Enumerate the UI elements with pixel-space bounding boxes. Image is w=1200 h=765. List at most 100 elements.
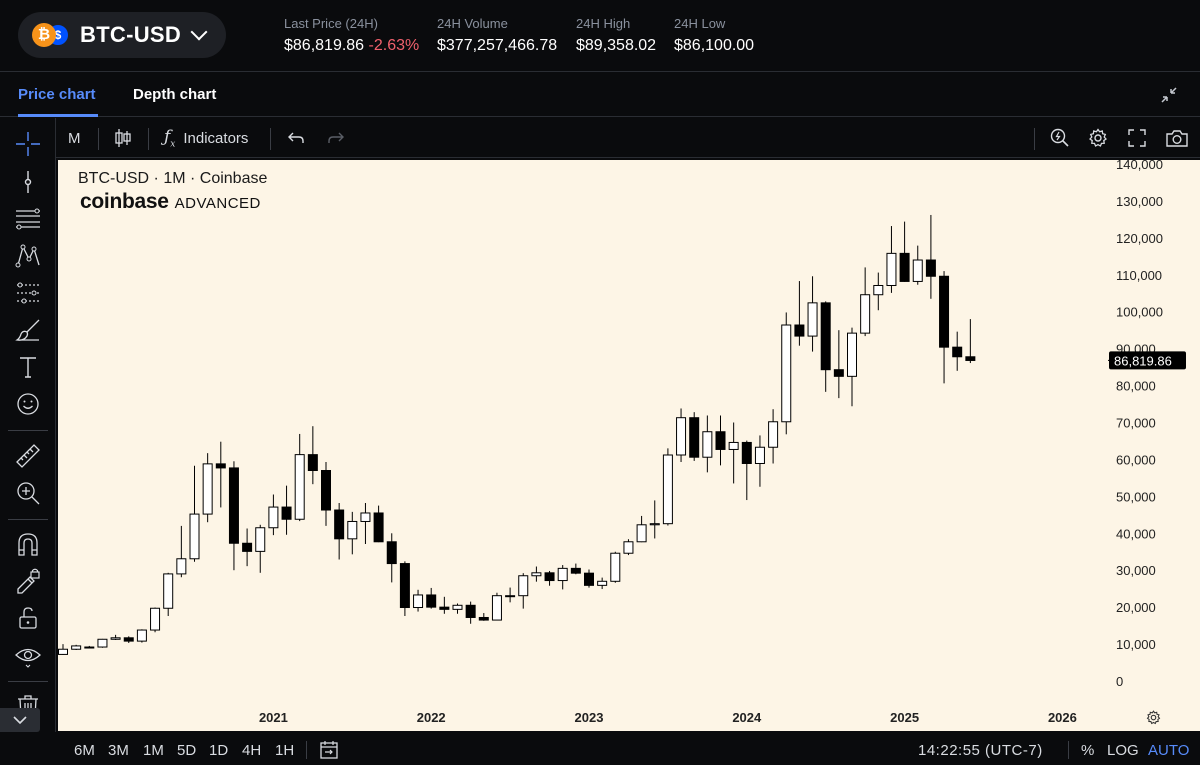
timeframe-3m[interactable]: 3M	[108, 742, 129, 759]
candle[interactable]	[886, 226, 897, 293]
candle[interactable]	[334, 503, 345, 560]
timeframe-4h[interactable]: 4H	[242, 742, 262, 759]
collapse-icon[interactable]	[1160, 86, 1178, 104]
candle[interactable]	[84, 645, 95, 649]
undo-button[interactable]	[288, 118, 304, 158]
lock-all-tool[interactable]	[14, 604, 42, 632]
lock-drawing-tool[interactable]	[14, 567, 42, 595]
gear-icon[interactable]	[1146, 710, 1161, 725]
candle[interactable]	[702, 415, 713, 473]
candle[interactable]	[899, 221, 910, 282]
candle[interactable]	[307, 426, 318, 485]
candle[interactable]	[636, 515, 647, 543]
candle[interactable]	[557, 565, 568, 590]
candle[interactable]	[952, 331, 963, 371]
candle[interactable]	[242, 528, 253, 567]
candle[interactable]	[781, 312, 792, 435]
candle[interactable]	[939, 271, 950, 384]
indicators-button[interactable]: ƒx Indicators	[164, 118, 248, 158]
candle[interactable]	[136, 629, 147, 643]
candle[interactable]	[518, 573, 529, 609]
price-chart-pane[interactable]: BTC-USD · 1M · Coinbase coinbase ADVANCE…	[58, 160, 1108, 703]
tab-price-chart[interactable]: Price chart	[18, 86, 96, 103]
candle[interactable]	[505, 587, 516, 603]
candle[interactable]	[439, 596, 450, 614]
candle[interactable]	[452, 603, 463, 614]
chart-clock[interactable]: 14:22:55 (UTC-7)	[918, 742, 1043, 759]
zoom-tool[interactable]	[14, 479, 42, 507]
timeframe-6m[interactable]: 6M	[74, 742, 95, 759]
pattern-tool[interactable]	[14, 242, 42, 270]
candle[interactable]	[123, 636, 134, 643]
candle[interactable]	[768, 409, 779, 464]
fullscreen-button[interactable]	[1128, 118, 1146, 158]
timeframe-1d[interactable]: 1D	[209, 742, 229, 759]
candle[interactable]	[676, 408, 687, 463]
toolbar-expand-button[interactable]	[0, 708, 40, 732]
candle[interactable]	[833, 330, 844, 399]
candle[interactable]	[150, 607, 161, 633]
candle[interactable]	[97, 638, 108, 648]
tab-depth-chart[interactable]: Depth chart	[133, 86, 217, 103]
candle[interactable]	[294, 433, 305, 522]
candle[interactable]	[623, 539, 634, 556]
candle[interactable]	[176, 525, 187, 578]
candle[interactable]	[597, 577, 608, 590]
redo-button[interactable]	[328, 118, 344, 158]
candle[interactable]	[965, 319, 976, 364]
measure-tool[interactable]	[14, 442, 42, 470]
candle[interactable]	[373, 505, 384, 543]
candle[interactable]	[860, 267, 871, 337]
candle[interactable]	[202, 453, 213, 523]
candle[interactable]	[110, 634, 121, 641]
candle[interactable]	[71, 644, 82, 650]
text-tool[interactable]	[14, 353, 42, 381]
candle[interactable]	[228, 461, 239, 571]
candle[interactable]	[347, 511, 358, 555]
fib-tool[interactable]	[14, 205, 42, 233]
candle[interactable]	[570, 563, 581, 575]
candle[interactable]	[649, 500, 660, 539]
candle[interactable]	[413, 589, 424, 612]
candlestick-plot[interactable]	[58, 160, 1108, 703]
timeframe-5d[interactable]: 5D	[177, 742, 197, 759]
candle[interactable]	[544, 570, 555, 586]
brush-tool[interactable]	[14, 316, 42, 344]
magnet-tool[interactable]	[14, 530, 42, 558]
projection-tool[interactable]	[14, 279, 42, 307]
time-axis[interactable]: 2021 2022 2023 2024 2025 2026	[58, 703, 1108, 731]
candle[interactable]	[189, 465, 200, 562]
candle[interactable]	[268, 494, 279, 536]
candle-type-button[interactable]	[114, 118, 132, 158]
trend-line-tool[interactable]	[14, 168, 42, 196]
candle[interactable]	[912, 245, 923, 285]
candle[interactable]	[531, 566, 542, 582]
candle[interactable]	[281, 485, 292, 535]
candle[interactable]	[465, 601, 476, 624]
candle[interactable]	[360, 503, 371, 544]
candle[interactable]	[321, 462, 331, 526]
screenshot-button[interactable]	[1166, 118, 1188, 158]
candle[interactable]	[163, 572, 174, 617]
candle[interactable]	[820, 301, 831, 392]
candle[interactable]	[386, 533, 397, 583]
candle[interactable]	[58, 644, 68, 655]
visibility-tool[interactable]	[14, 641, 42, 669]
emoji-tool[interactable]	[14, 390, 42, 418]
candle[interactable]	[584, 569, 594, 588]
candle[interactable]	[255, 524, 266, 573]
candle[interactable]	[794, 281, 805, 346]
crosshair-tool[interactable]	[14, 130, 42, 158]
candle[interactable]	[399, 561, 410, 617]
timeframe-1m[interactable]: 1M	[143, 742, 164, 759]
candle[interactable]	[426, 587, 437, 609]
timeframe-1h[interactable]: 1H	[275, 742, 295, 759]
candle[interactable]	[754, 435, 765, 487]
candle[interactable]	[715, 415, 726, 466]
candle[interactable]	[491, 592, 502, 621]
quick-search-button[interactable]	[1050, 118, 1070, 158]
interval-button[interactable]: M	[68, 129, 81, 147]
candle[interactable]	[807, 276, 818, 352]
candle[interactable]	[610, 551, 621, 583]
candle[interactable]	[215, 441, 226, 508]
